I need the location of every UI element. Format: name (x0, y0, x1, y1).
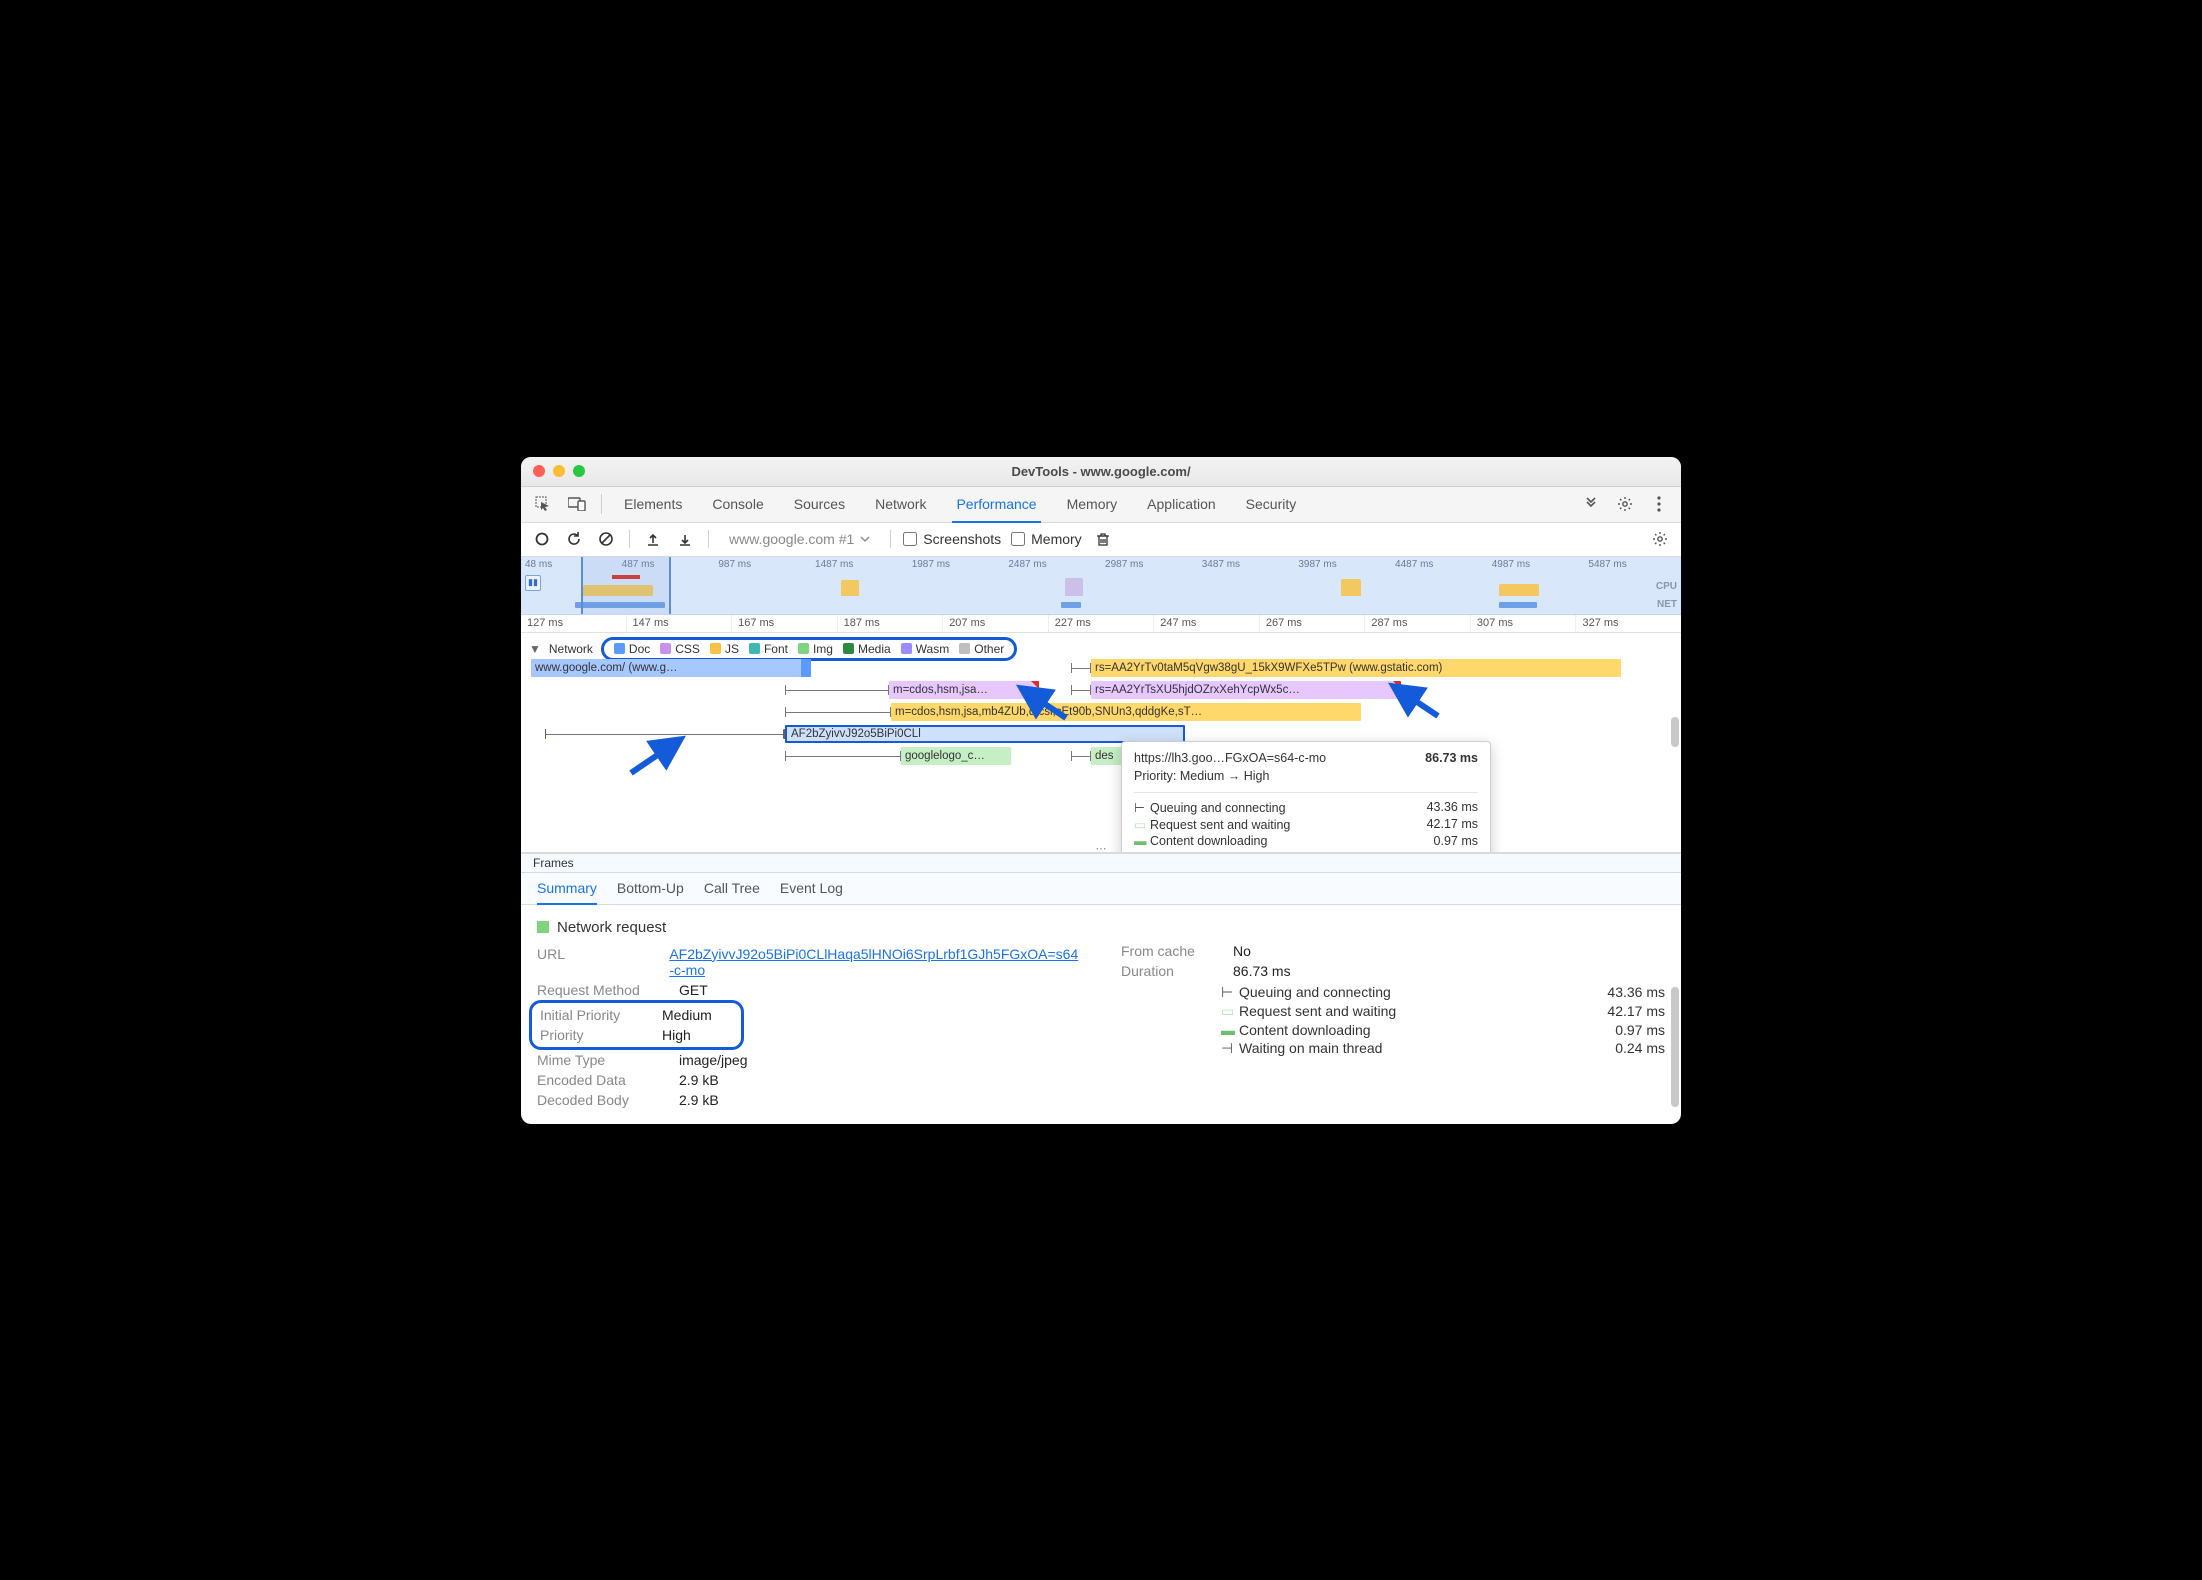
summary-tab-event-log[interactable]: Event Log (780, 873, 843, 904)
tooltip-total: 86.73 ms (1425, 751, 1478, 765)
memory-checkbox[interactable]: Memory (1011, 531, 1082, 547)
network-label: Network (549, 642, 593, 656)
cpu-track (521, 576, 1659, 596)
summary-pane: Network request URL AF2bZyivvJ92o5BiPi0CL… (521, 905, 1681, 1124)
legend-media: Media (843, 642, 891, 656)
tab-application[interactable]: Application (1135, 486, 1228, 522)
window-title: DevTools - www.google.com/ (521, 464, 1681, 479)
download-icon[interactable] (674, 528, 696, 550)
inspect-icon[interactable] (529, 490, 557, 518)
annotation-arrow (1011, 683, 1071, 723)
titlebar: DevTools - www.google.com/ (521, 457, 1681, 487)
legend-img: Img (798, 642, 833, 656)
summary-tabs: Summary Bottom-Up Call Tree Event Log (521, 873, 1681, 905)
devtools-window: DevTools - www.google.com/ ElementsConso… (521, 457, 1681, 1124)
url-label: URL (537, 946, 657, 978)
record-button[interactable] (531, 528, 553, 550)
kebab-menu-icon[interactable] (1645, 490, 1673, 518)
cpu-label: CPU (1656, 581, 1677, 592)
gc-icon[interactable] (1092, 528, 1114, 550)
net-track (521, 602, 1659, 610)
device-toggle-icon[interactable] (563, 490, 591, 518)
frames-bar: Frames (521, 853, 1681, 873)
tab-console[interactable]: Console (700, 486, 775, 522)
annotation-arrow (621, 733, 691, 778)
tooltip-url: https://lh3.goo…FGxOA=s64-c-mo (1134, 751, 1326, 765)
perf-toolbar: www.google.com #1 Screenshots Memory (521, 523, 1681, 557)
reload-record-button[interactable] (563, 528, 585, 550)
annotation-arrow (1383, 681, 1443, 721)
legend-wasm: Wasm (901, 642, 950, 656)
summary-heading: Network request (537, 919, 1081, 936)
legend-js: JS (710, 642, 739, 656)
scrollbar-thumb[interactable] (1671, 987, 1679, 1107)
network-request-bar[interactable]: www.google.com/ (www.g… (531, 659, 811, 677)
tab-sources[interactable]: Sources (782, 486, 857, 522)
tab-network[interactable]: Network (863, 486, 938, 522)
recording-select-label: www.google.com #1 (729, 531, 854, 547)
time-ruler: 127 ms147 ms167 ms187 ms207 ms227 ms247 … (521, 615, 1681, 633)
capture-settings-icon[interactable] (1649, 528, 1671, 550)
summary-tab-bottom-up[interactable]: Bottom-Up (617, 873, 684, 904)
network-legend: Doc CSS JS Font Img Media Wasm Other (601, 637, 1017, 661)
net-label: NET (1657, 599, 1677, 610)
close-window-button[interactable] (533, 465, 545, 477)
network-request-bar[interactable]: googlelogo_c… (901, 747, 1011, 765)
recording-select[interactable]: www.google.com #1 (721, 531, 878, 547)
request-tooltip: https://lh3.goo…FGxOA=s64-c-mo 86.73 ms P… (1121, 741, 1491, 853)
summary-tab-call-tree[interactable]: Call Tree (704, 873, 760, 904)
flame-chart[interactable]: ▼ Network DocCSSJSFontImgMediaWasmOther … (521, 633, 1681, 853)
traffic-lights (533, 465, 585, 477)
scrollbar-thumb[interactable] (1671, 717, 1679, 747)
request-url-link[interactable]: AF2bZyivvJ92o5BiPi0CLlHaqa5lHNOi6SrpLrbf… (669, 946, 1081, 978)
frames-label: Frames (533, 856, 574, 870)
panel-tabs: ElementsConsoleSourcesNetworkPerformance… (521, 487, 1681, 523)
minimize-window-button[interactable] (553, 465, 565, 477)
upload-icon[interactable] (642, 528, 664, 550)
network-request-bar[interactable]: rs=AA2YrTv0taM5qVgw38gU_15kX9WFXe5TPw (w… (1091, 659, 1621, 677)
tab-elements[interactable]: Elements (612, 486, 694, 522)
timeline-overview[interactable]: 48 ms487 ms987 ms1487 ms1987 ms2487 ms29… (521, 557, 1681, 615)
legend-css: CSS (660, 642, 700, 656)
summary-tab-summary[interactable]: Summary (537, 873, 597, 904)
network-request-bar[interactable]: m=cdos,hsm,jsa,mb4ZUb,d,csi,cEt90b,SNUn3… (891, 703, 1361, 721)
legend-font: Font (749, 642, 788, 656)
tab-performance[interactable]: Performance (944, 486, 1048, 522)
overview-selection[interactable] (581, 557, 671, 614)
clear-button[interactable] (595, 528, 617, 550)
resource-color-swatch (537, 921, 549, 933)
network-request-bar[interactable]: rs=AA2YrTsXU5hjdOZrxXehYcpWx5c… (1091, 681, 1401, 699)
more-tabs-icon[interactable] (1577, 490, 1605, 518)
legend-doc: Doc (614, 642, 650, 656)
tooltip-priority: Priority: Medium → High (1134, 769, 1269, 783)
legend-other: Other (959, 642, 1004, 656)
settings-icon[interactable] (1611, 490, 1639, 518)
maximize-window-button[interactable] (573, 465, 585, 477)
network-request-bar[interactable]: AF2bZyivvJ92o5BiPi0CLl (785, 725, 1185, 743)
screenshots-checkbox[interactable]: Screenshots (903, 531, 1001, 547)
tab-memory[interactable]: Memory (1055, 486, 1130, 522)
priority-highlight: Initial PriorityMedium PriorityHigh (529, 1000, 744, 1050)
tab-security[interactable]: Security (1234, 486, 1309, 522)
